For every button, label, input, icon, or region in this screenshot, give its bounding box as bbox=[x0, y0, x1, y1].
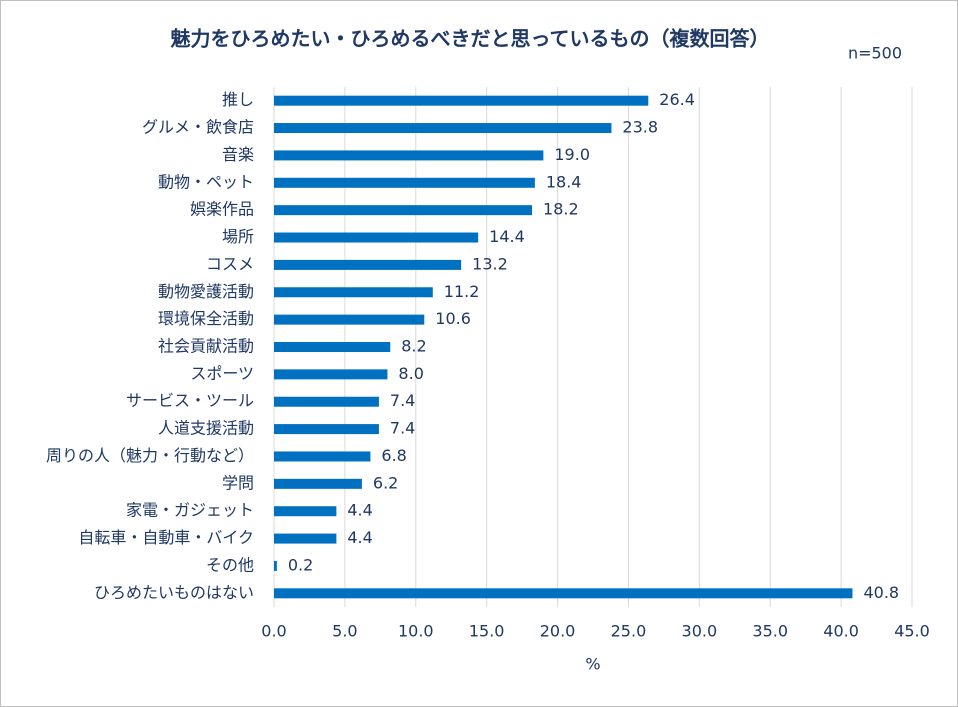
bar bbox=[274, 259, 462, 270]
value-label: 6.2 bbox=[373, 473, 398, 492]
value-label: 8.0 bbox=[398, 364, 423, 383]
x-axis-label: % bbox=[585, 655, 600, 674]
y-tick-label: 音楽 bbox=[222, 145, 254, 164]
bar bbox=[274, 369, 388, 380]
x-tick-label: 20.0 bbox=[540, 622, 576, 641]
value-label: 0.2 bbox=[288, 555, 313, 574]
value-label: 14.4 bbox=[489, 227, 525, 246]
y-tick-label: コスメ bbox=[206, 254, 254, 273]
y-tick-label: 周りの人（魅力・行動など） bbox=[46, 446, 254, 465]
bar bbox=[274, 314, 425, 325]
bar bbox=[274, 177, 535, 188]
value-label: 40.8 bbox=[863, 583, 899, 602]
bar bbox=[274, 123, 612, 134]
value-label: 7.4 bbox=[390, 391, 415, 410]
value-label: 18.4 bbox=[546, 172, 582, 191]
value-label: 10.6 bbox=[435, 309, 471, 328]
value-label: 7.4 bbox=[390, 419, 415, 438]
bar bbox=[274, 588, 853, 599]
value-label: 23.8 bbox=[622, 118, 658, 137]
bar bbox=[274, 396, 379, 407]
y-tick-label: 動物・ペット bbox=[158, 172, 254, 191]
bar bbox=[274, 506, 337, 517]
y-tick-label: 人道支援活動 bbox=[158, 419, 254, 438]
y-tick-label: グルメ・飲食店 bbox=[142, 118, 254, 137]
bar bbox=[274, 451, 371, 462]
value-label: 4.4 bbox=[347, 528, 372, 547]
value-label: 4.4 bbox=[347, 501, 372, 520]
x-tick-label: 30.0 bbox=[682, 622, 718, 641]
bar bbox=[274, 232, 479, 243]
annotation: n=500 bbox=[848, 44, 902, 63]
bar bbox=[274, 478, 362, 489]
x-tick-label: 0.0 bbox=[261, 622, 286, 641]
value-label: 8.2 bbox=[401, 337, 426, 356]
bar bbox=[274, 560, 277, 571]
bar bbox=[274, 533, 337, 544]
x-tick-label: 40.0 bbox=[823, 622, 859, 641]
y-tick-label: 学問 bbox=[222, 473, 254, 492]
value-label: 11.2 bbox=[444, 282, 480, 301]
bar bbox=[274, 150, 544, 161]
x-tick-label: 45.0 bbox=[894, 622, 930, 641]
value-label: 13.2 bbox=[472, 254, 508, 273]
y-tick-label: 社会貢献活動 bbox=[158, 337, 254, 356]
y-tick-label: ひろめたいものはない bbox=[94, 583, 254, 602]
y-tick-label: 環境保全活動 bbox=[158, 309, 254, 328]
bar bbox=[274, 95, 649, 106]
y-tick-label: 家電・ガジェット bbox=[126, 501, 254, 520]
bar bbox=[274, 287, 433, 298]
y-tick-label: その他 bbox=[206, 555, 254, 574]
y-tick-label: スポーツ bbox=[190, 364, 254, 383]
value-label: 6.8 bbox=[381, 446, 406, 465]
value-label: 26.4 bbox=[659, 90, 695, 109]
x-tick-label: 25.0 bbox=[611, 622, 647, 641]
bar bbox=[274, 424, 379, 435]
y-tick-label: 娯楽作品 bbox=[190, 200, 254, 219]
y-tick-label: 推し bbox=[222, 90, 254, 109]
value-label: 19.0 bbox=[554, 145, 590, 164]
bar bbox=[274, 342, 391, 352]
chart-title: 魅力をひろめたい・ひろめるべきだと思っているもの（複数回答） bbox=[171, 27, 770, 51]
x-tick-label: 10.0 bbox=[398, 622, 434, 641]
y-tick-label: 動物愛護活動 bbox=[158, 282, 254, 301]
y-tick-label: 自転車・自動車・バイク bbox=[78, 528, 254, 547]
x-tick-label: 15.0 bbox=[469, 622, 505, 641]
x-tick-label: 35.0 bbox=[752, 622, 788, 641]
y-tick-label: サービス・ツール bbox=[126, 391, 254, 410]
value-label: 18.2 bbox=[543, 200, 579, 219]
x-tick-label: 5.0 bbox=[332, 622, 357, 641]
y-tick-label: 場所 bbox=[222, 227, 254, 246]
bar bbox=[274, 205, 533, 216]
